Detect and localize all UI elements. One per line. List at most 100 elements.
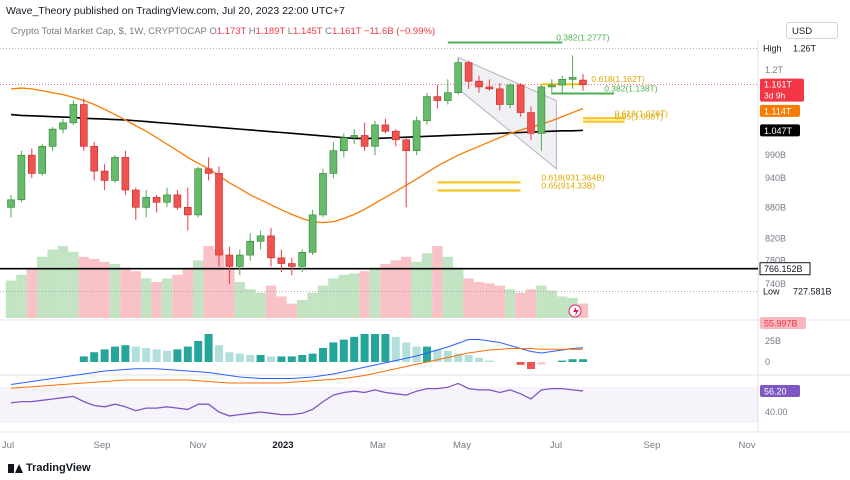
volume-bar — [109, 264, 121, 318]
volume-bar — [265, 285, 277, 318]
candle-body — [433, 96, 442, 101]
candle-body — [339, 137, 348, 152]
candle-body — [454, 62, 463, 94]
volume-tag: 55.997B — [764, 319, 798, 329]
footer-brand: TradingView — [26, 462, 91, 474]
candle-body — [7, 199, 15, 208]
candle-body — [329, 150, 338, 174]
publisher-header: Wave_Theory published on TradingView.com… — [6, 5, 345, 17]
time-axis-label: Nov — [739, 440, 756, 451]
macd-histogram-bar — [183, 346, 192, 362]
rsi-line — [10, 382, 584, 417]
macd-histogram-bar — [423, 346, 431, 362]
candle-body — [267, 235, 275, 259]
volume-bar — [255, 292, 266, 318]
candle-body — [547, 84, 556, 88]
volume-bar — [26, 267, 37, 318]
volume-bar — [68, 251, 79, 318]
volume-bar — [525, 289, 537, 318]
volume-bar — [37, 256, 48, 318]
macd-histogram-bar — [475, 357, 483, 362]
volume-bar — [47, 249, 58, 318]
volume-bar — [359, 271, 370, 318]
candle-body — [391, 130, 400, 141]
candle-body — [246, 240, 254, 256]
candle-body — [163, 194, 171, 203]
time-axis-label: 2023 — [272, 440, 293, 451]
candle-body — [121, 157, 130, 191]
macd-tick-label: 0 — [765, 357, 770, 367]
price-tick-label: 990B — [765, 150, 786, 160]
macd-histogram-bar — [90, 352, 99, 362]
volume-bar — [328, 278, 339, 318]
time-axis-label: May — [453, 440, 471, 451]
high-value: 1.26T — [793, 43, 817, 53]
candle-body — [90, 146, 98, 172]
volume-bar — [78, 256, 89, 318]
candle-body — [111, 157, 119, 181]
macd-histogram-bar — [235, 353, 244, 362]
rsi-value-tag-bg — [760, 384, 800, 397]
support-line-tag-border — [759, 262, 811, 276]
macd-histogram-bar — [121, 345, 130, 362]
candle-body — [17, 154, 26, 201]
fib-level-label: 0.618(931.364B) — [541, 172, 604, 182]
macd-histogram-bar — [568, 359, 577, 362]
symbol-name: Crypto Total Market Cap, $, 1W, CRYPTOCA… — [11, 26, 207, 37]
volume-bar — [484, 283, 495, 318]
volume-bar — [463, 278, 474, 318]
volume-bar — [505, 289, 516, 318]
macd-histogram-bar — [163, 350, 171, 362]
volume-bar — [317, 285, 329, 318]
volume-bar — [536, 285, 547, 318]
high-label: High — [763, 43, 782, 53]
macd-histogram-bar — [464, 355, 473, 362]
time-axis-label: Jul — [550, 440, 562, 451]
volume-bar — [245, 289, 256, 318]
volume-bar — [349, 273, 360, 318]
fib-level-label: 0.65(1.068T) — [615, 112, 664, 122]
macd-histogram-bar — [152, 349, 161, 362]
volume-tag-bg — [760, 317, 806, 329]
volume-bar — [297, 300, 308, 318]
volume-bar — [421, 253, 433, 318]
currency-selector[interactable]: USD — [786, 22, 838, 39]
rsi-value-tag: 56.20 — [764, 386, 787, 396]
candle-body — [194, 168, 202, 216]
change-value: −11.6B (−0.99%) — [363, 26, 436, 37]
candle-body — [256, 235, 265, 242]
lightning-icon-glyph — [573, 307, 579, 316]
macd-histogram-bar — [579, 359, 587, 362]
time-axis-label: Mar — [370, 440, 386, 451]
macd-histogram-bar — [131, 346, 140, 362]
macd-histogram-bar — [537, 362, 546, 365]
open-value: 1.173T — [216, 26, 247, 37]
macd-histogram-bar — [329, 342, 338, 362]
ema-orange-tag: 1.114T — [764, 106, 792, 116]
candle-body — [215, 173, 223, 256]
volume-bar — [442, 256, 453, 318]
candle-body — [152, 197, 161, 203]
fib-level-label: 0.382(1.138T) — [604, 83, 658, 93]
macd-histogram-bar — [391, 336, 400, 362]
macd-histogram-bar — [142, 348, 151, 362]
candle-body — [558, 79, 567, 86]
macd-histogram-bar — [215, 345, 223, 362]
high-value: 1.189T — [255, 26, 286, 37]
volume-bar — [120, 267, 131, 318]
ema-black-line — [10, 113, 584, 140]
macd-tick-label: 25B — [765, 336, 781, 346]
volume-bar — [16, 274, 27, 318]
candle-body — [402, 139, 411, 152]
candle-body — [69, 104, 78, 124]
time-axis-label: Nov — [190, 440, 207, 451]
macd-histogram-bar — [339, 339, 348, 362]
macd-histogram-bar — [454, 353, 463, 362]
candle-body — [360, 135, 369, 147]
rsi-band — [0, 387, 758, 423]
candle-body — [350, 135, 359, 138]
candle-body — [579, 79, 587, 85]
volume-bar — [380, 264, 391, 318]
rsi-tick-label: 40.00 — [765, 407, 788, 417]
